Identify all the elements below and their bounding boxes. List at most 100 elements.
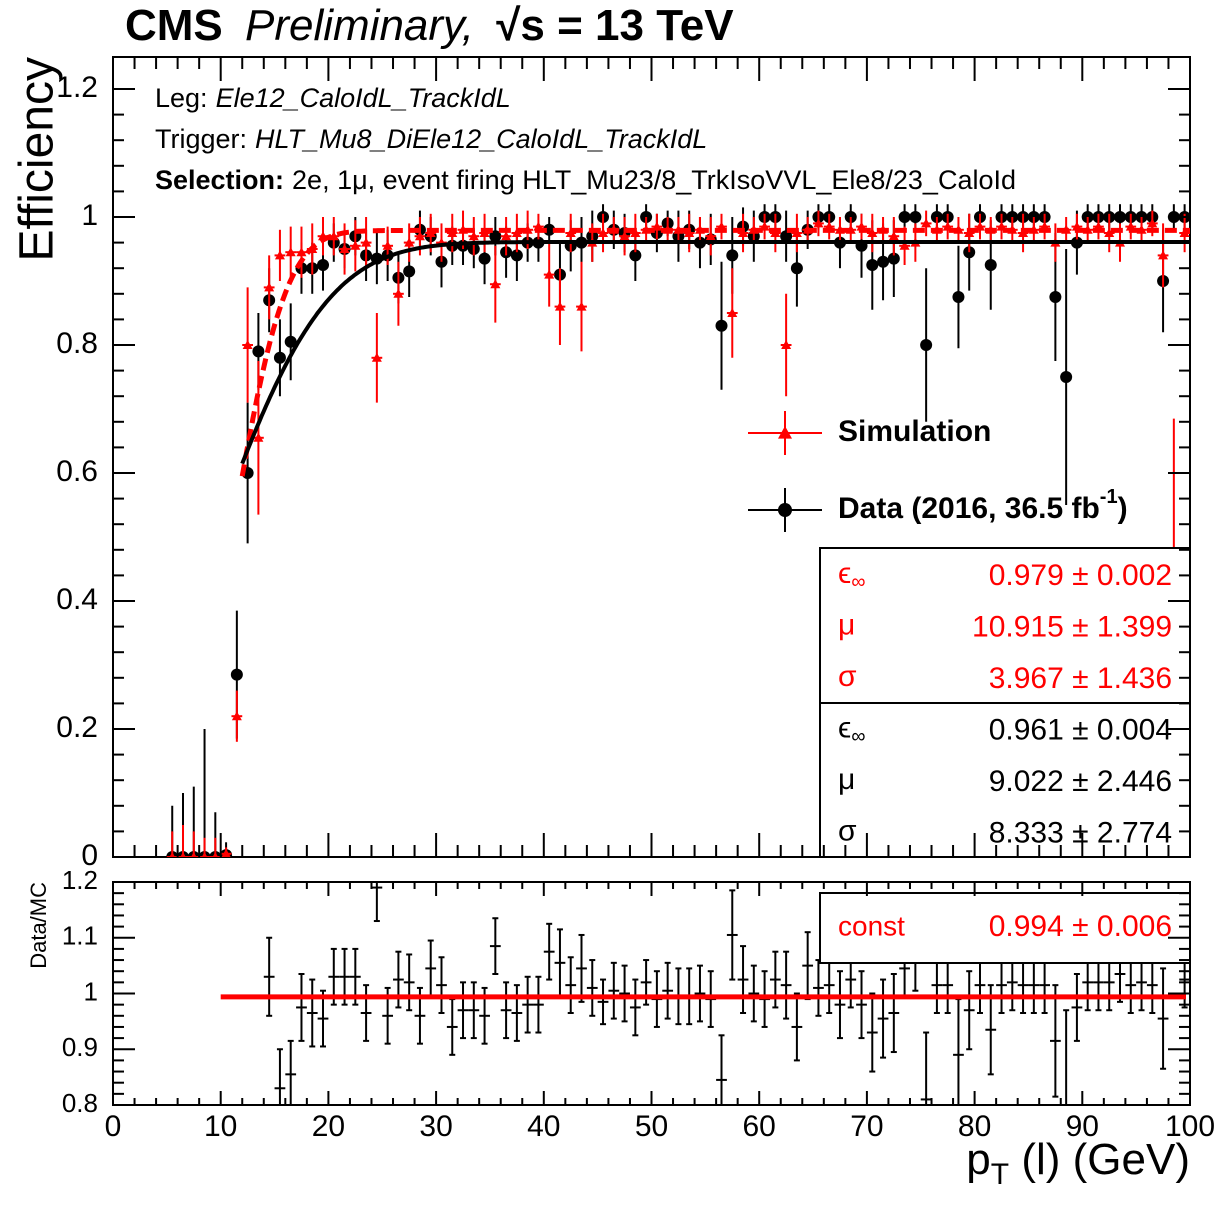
data-point [715, 319, 728, 332]
plot-area [220, 882, 1190, 1105]
data-point [952, 291, 965, 303]
x-tick-label: 10 [204, 1110, 237, 1143]
mc-point [393, 288, 404, 298]
annotation-prefix: Trigger: [155, 124, 247, 154]
mc-point [1147, 218, 1158, 228]
x-tick-label: 70 [850, 1110, 883, 1143]
mc-point [490, 279, 501, 289]
legend-marker [778, 426, 792, 439]
annotation: Leg: Ele12_CaloIdL_TrackIdL [155, 83, 511, 113]
annotation-text: HLT_Mu8_DiEle12_CaloIdL_TrackIdL [255, 124, 707, 154]
fit-value: 0.979 ± 0.002 [989, 559, 1172, 592]
data-point [887, 252, 900, 265]
x-tick-label: 60 [743, 1110, 776, 1143]
mc-point [921, 218, 932, 228]
legend-marker [778, 503, 792, 517]
mc-point [813, 218, 824, 228]
mc-point [169, 852, 176, 857]
x-tick-label: 20 [312, 1110, 345, 1143]
fit-symbol: μ [838, 608, 855, 641]
fit-symbol: σ [838, 814, 857, 847]
mc-point [598, 228, 609, 237]
data-point [898, 211, 911, 223]
data-point [478, 252, 491, 265]
mc-point [899, 240, 910, 250]
fit-name: const [838, 910, 905, 941]
mc-point [727, 308, 738, 317]
y-tick-label: 0.8 [56, 327, 98, 360]
fit-symbol-sub: ∞ [851, 726, 865, 748]
x-label-rest: (l) (GeV) [1009, 1135, 1190, 1184]
mc-point [361, 237, 372, 247]
energy: √s = 13 TeV [496, 1, 734, 50]
data-point [284, 335, 297, 348]
mc-point [231, 711, 242, 721]
annotation-text: Ele12_CaloIdL_TrackIdL [216, 83, 511, 113]
data-point [1113, 211, 1126, 223]
y-tick-label: 1.2 [62, 865, 98, 895]
y-tick-label: 0.9 [62, 1032, 98, 1062]
status: Preliminary, [245, 1, 474, 50]
annotation: Selection: 2e, 1μ, event firing HLT_Mu23/… [155, 165, 1016, 195]
mc-point [274, 250, 285, 260]
fit-symbol: μ [838, 763, 855, 796]
data-point [510, 249, 523, 262]
y-tick-label: 1.1 [62, 921, 98, 951]
legend-label: Simulation [838, 415, 991, 448]
mc-point [201, 852, 208, 857]
y-tick-label: 0.8 [62, 1088, 98, 1118]
mc-point [264, 282, 275, 292]
mc-point [554, 301, 565, 311]
data-point [230, 668, 243, 681]
mc-point [221, 848, 231, 857]
data-point [273, 351, 286, 364]
y-tick-label: 1.2 [56, 71, 98, 104]
legend-sup: -1 [1100, 486, 1118, 508]
data-point [629, 249, 642, 262]
mc-point [576, 301, 587, 311]
fit-symbol-main: ϵ [838, 711, 851, 744]
fit-symbol-main: μ [838, 608, 855, 641]
y-axis-label: Efficiency [11, 57, 64, 262]
mc-point [619, 231, 630, 241]
x-label-sub: T [991, 1158, 1009, 1191]
y-axis-label: Data/MC [26, 882, 51, 969]
x-tick-label: 0 [105, 1110, 122, 1143]
fit-symbol-main: ϵ [838, 557, 851, 590]
legend-label: Data (2016, 36.5 fb-1) [838, 486, 1128, 525]
data-point [963, 246, 976, 259]
mc-point [285, 247, 296, 257]
mc-point [242, 340, 253, 349]
fit-symbol: σ [838, 660, 857, 693]
x-tick-label: 30 [419, 1110, 452, 1143]
mc-point [414, 231, 425, 241]
mc-point [296, 247, 307, 257]
fit-symbol: ϵ∞ [838, 711, 866, 747]
data-point [1060, 371, 1073, 383]
data-point [317, 259, 330, 271]
annotation: Trigger: HLT_Mu8_DiEle12_CaloIdL_TrackIdL [155, 124, 707, 154]
mc-point [565, 228, 576, 237]
fit-symbol-main: σ [838, 814, 857, 847]
mc-point [180, 852, 186, 857]
mc-point [1158, 250, 1169, 260]
data-point [726, 249, 739, 262]
mc-point [501, 231, 512, 241]
mc-point [888, 231, 899, 241]
mc-point [339, 244, 350, 253]
y-tick-label: 1 [84, 976, 98, 1006]
annotation-text: 2e, 1μ, event firing HLT_Mu23/8_TrkIsoVV… [292, 165, 1016, 195]
fit-value: 10.915 ± 1.399 [972, 610, 1172, 643]
x-tick-label: 40 [527, 1110, 560, 1143]
data-point [877, 255, 890, 268]
fit-value: 3.967 ± 1.436 [989, 662, 1172, 695]
fit-symbol-sub: ∞ [851, 571, 865, 593]
mc-point [544, 269, 555, 279]
mc-point [371, 352, 382, 362]
mc-point [781, 340, 792, 349]
fit-value: 0.961 ± 0.004 [989, 713, 1172, 746]
mc-point [253, 432, 264, 442]
data-point [866, 259, 879, 271]
data-point [252, 345, 265, 358]
x-tick-label: 50 [635, 1110, 668, 1143]
